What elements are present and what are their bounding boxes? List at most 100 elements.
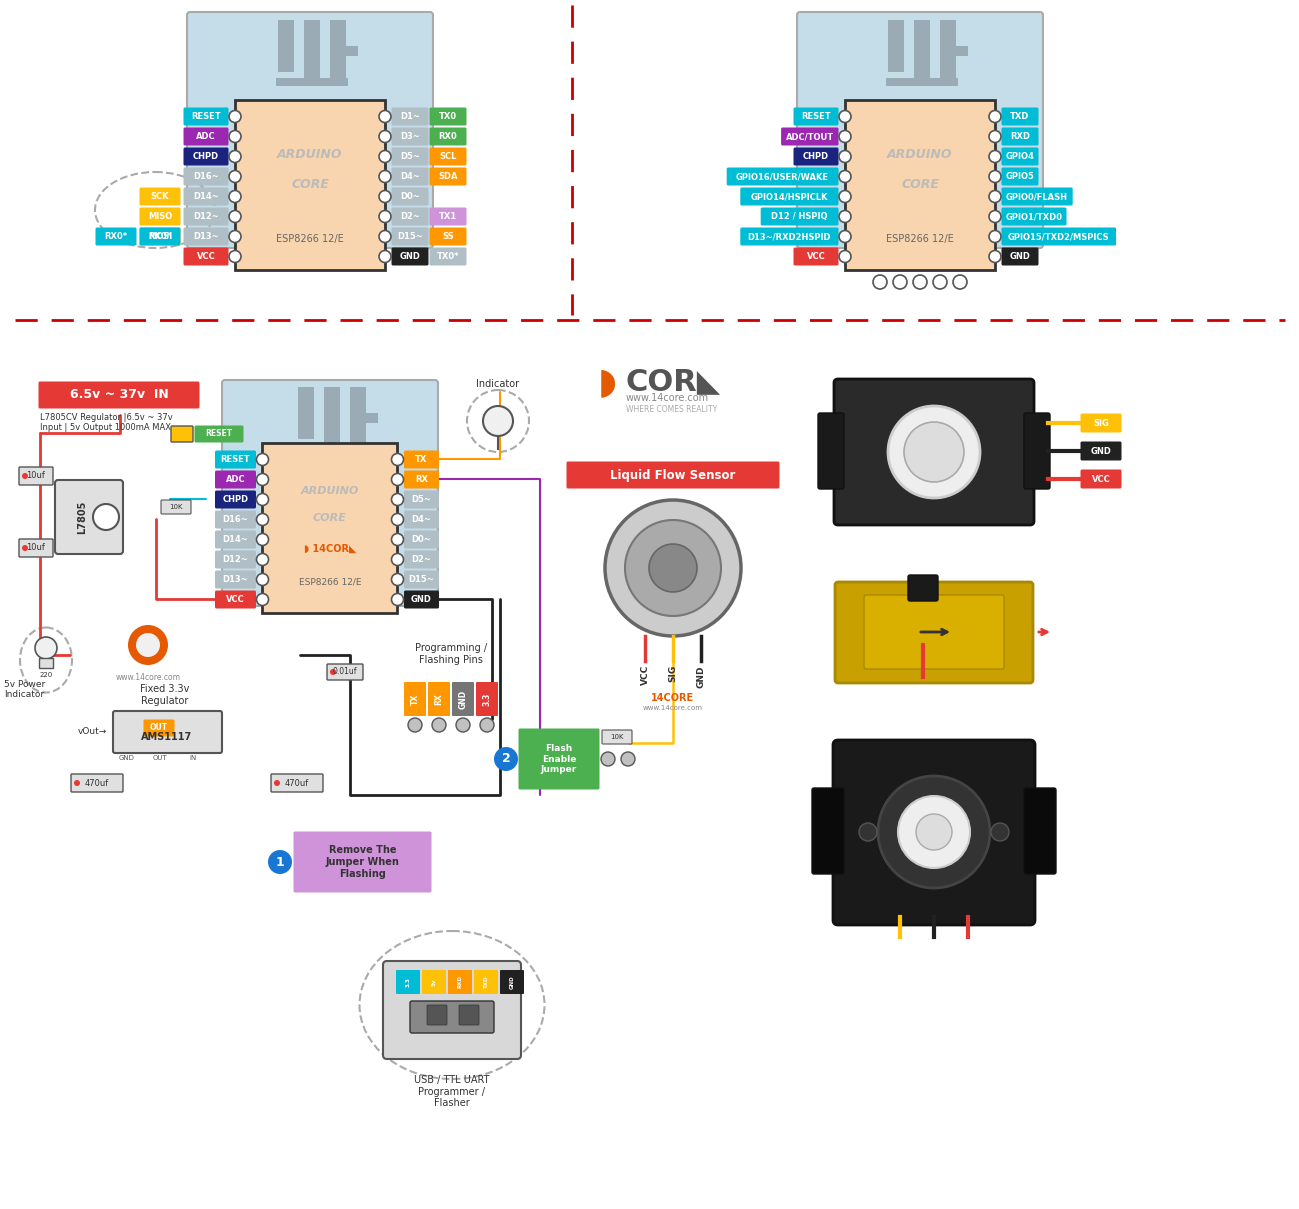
Circle shape [839, 170, 851, 183]
Text: RX0: RX0 [439, 132, 457, 141]
Circle shape [989, 150, 1002, 162]
Text: D13~/RXD2HSPID: D13~/RXD2HSPID [748, 232, 831, 241]
FancyBboxPatch shape [404, 590, 439, 608]
FancyBboxPatch shape [1002, 248, 1038, 266]
Text: TX1: TX1 [439, 212, 457, 221]
Circle shape [379, 170, 391, 183]
Circle shape [229, 231, 242, 243]
Text: OUT: OUT [152, 754, 168, 760]
Text: ADC/TOUT: ADC/TOUT [786, 132, 834, 141]
Text: Flash
Enable
Jumper: Flash Enable Jumper [540, 744, 577, 774]
FancyBboxPatch shape [781, 127, 838, 145]
Circle shape [229, 250, 242, 262]
Text: L7805CV Regulator |6.5v ~ 37v
Input | 5v Output 1000mA MAX: L7805CV Regulator |6.5v ~ 37v Input | 5v… [40, 413, 173, 433]
Bar [349, 417, 366, 453]
Text: D4~: D4~ [412, 515, 431, 523]
Text: RXD: RXD [1011, 132, 1030, 141]
Circle shape [989, 210, 1002, 222]
Bar [296, 445, 368, 453]
Circle shape [433, 718, 446, 731]
Circle shape [650, 544, 698, 592]
FancyBboxPatch shape [216, 510, 256, 528]
Text: D5~: D5~ [400, 152, 420, 161]
FancyBboxPatch shape [404, 550, 439, 568]
Circle shape [379, 131, 391, 143]
Circle shape [256, 533, 269, 545]
Text: www.14core.com: www.14core.com [116, 673, 181, 682]
FancyBboxPatch shape [39, 382, 200, 409]
FancyBboxPatch shape [19, 467, 53, 485]
Text: SS: SS [442, 232, 453, 241]
FancyBboxPatch shape [518, 729, 600, 789]
Text: D4~: D4~ [400, 172, 420, 181]
Circle shape [913, 274, 927, 289]
Bar [914, 21, 930, 82]
FancyBboxPatch shape [187, 12, 433, 248]
Text: GND: GND [509, 976, 514, 989]
FancyBboxPatch shape [327, 664, 362, 679]
Circle shape [916, 814, 952, 850]
Text: ARDUINO: ARDUINO [887, 147, 952, 161]
Text: RX0*: RX0* [104, 232, 127, 241]
FancyBboxPatch shape [183, 168, 229, 185]
FancyBboxPatch shape [19, 539, 53, 557]
Circle shape [136, 634, 160, 656]
FancyBboxPatch shape [812, 788, 844, 874]
Text: TXD: TXD [483, 976, 488, 988]
FancyBboxPatch shape [430, 108, 466, 126]
Text: 5v: 5v [431, 978, 436, 985]
Text: CORE: CORE [313, 513, 347, 522]
FancyBboxPatch shape [430, 248, 466, 266]
Circle shape [256, 594, 269, 606]
Circle shape [129, 625, 168, 665]
Text: D5~: D5~ [412, 494, 431, 504]
Circle shape [229, 170, 242, 183]
FancyBboxPatch shape [761, 208, 838, 226]
Text: ESP8266 12/E: ESP8266 12/E [277, 235, 344, 244]
Text: SCL: SCL [439, 152, 457, 161]
Text: 3.3: 3.3 [482, 693, 491, 706]
Bar [330, 21, 346, 64]
Text: RX: RX [434, 693, 443, 705]
FancyBboxPatch shape [222, 380, 438, 606]
Bar [278, 21, 294, 73]
Circle shape [229, 191, 242, 202]
FancyBboxPatch shape [818, 413, 844, 488]
FancyBboxPatch shape [216, 590, 256, 608]
FancyBboxPatch shape [835, 582, 1033, 683]
Bar [886, 79, 957, 86]
Circle shape [274, 780, 281, 786]
FancyBboxPatch shape [430, 168, 466, 185]
Text: vOut→: vOut→ [78, 728, 107, 736]
FancyBboxPatch shape [183, 187, 229, 206]
Circle shape [889, 406, 979, 498]
FancyBboxPatch shape [430, 227, 466, 245]
Text: WHERE COMES REALITY: WHERE COMES REALITY [626, 405, 717, 413]
Circle shape [391, 474, 404, 486]
Circle shape [379, 250, 391, 262]
Text: Fixed 3.3v
Regulator: Fixed 3.3v Regulator [140, 684, 190, 706]
Text: MOSI: MOSI [148, 232, 173, 241]
FancyBboxPatch shape [96, 227, 136, 245]
FancyBboxPatch shape [404, 470, 439, 488]
FancyBboxPatch shape [601, 730, 633, 744]
Text: 10K: 10K [611, 734, 624, 740]
FancyBboxPatch shape [1002, 227, 1116, 245]
FancyBboxPatch shape [500, 970, 523, 994]
FancyBboxPatch shape [846, 100, 995, 270]
Text: 6.5v ~ 37v  IN: 6.5v ~ 37v IN [70, 388, 169, 401]
FancyBboxPatch shape [794, 108, 838, 126]
FancyBboxPatch shape [1002, 208, 1066, 226]
Text: D12 / HSPIQ: D12 / HSPIQ [772, 212, 827, 221]
Circle shape [601, 752, 614, 767]
Text: RX: RX [414, 475, 427, 484]
FancyBboxPatch shape [448, 970, 472, 994]
FancyBboxPatch shape [794, 147, 838, 166]
FancyBboxPatch shape [566, 462, 779, 488]
Text: GPIO4: GPIO4 [1005, 152, 1034, 161]
Text: D14~: D14~ [222, 536, 248, 544]
Circle shape [256, 453, 269, 465]
Circle shape [268, 850, 292, 874]
FancyBboxPatch shape [452, 682, 474, 716]
FancyBboxPatch shape [396, 970, 420, 994]
